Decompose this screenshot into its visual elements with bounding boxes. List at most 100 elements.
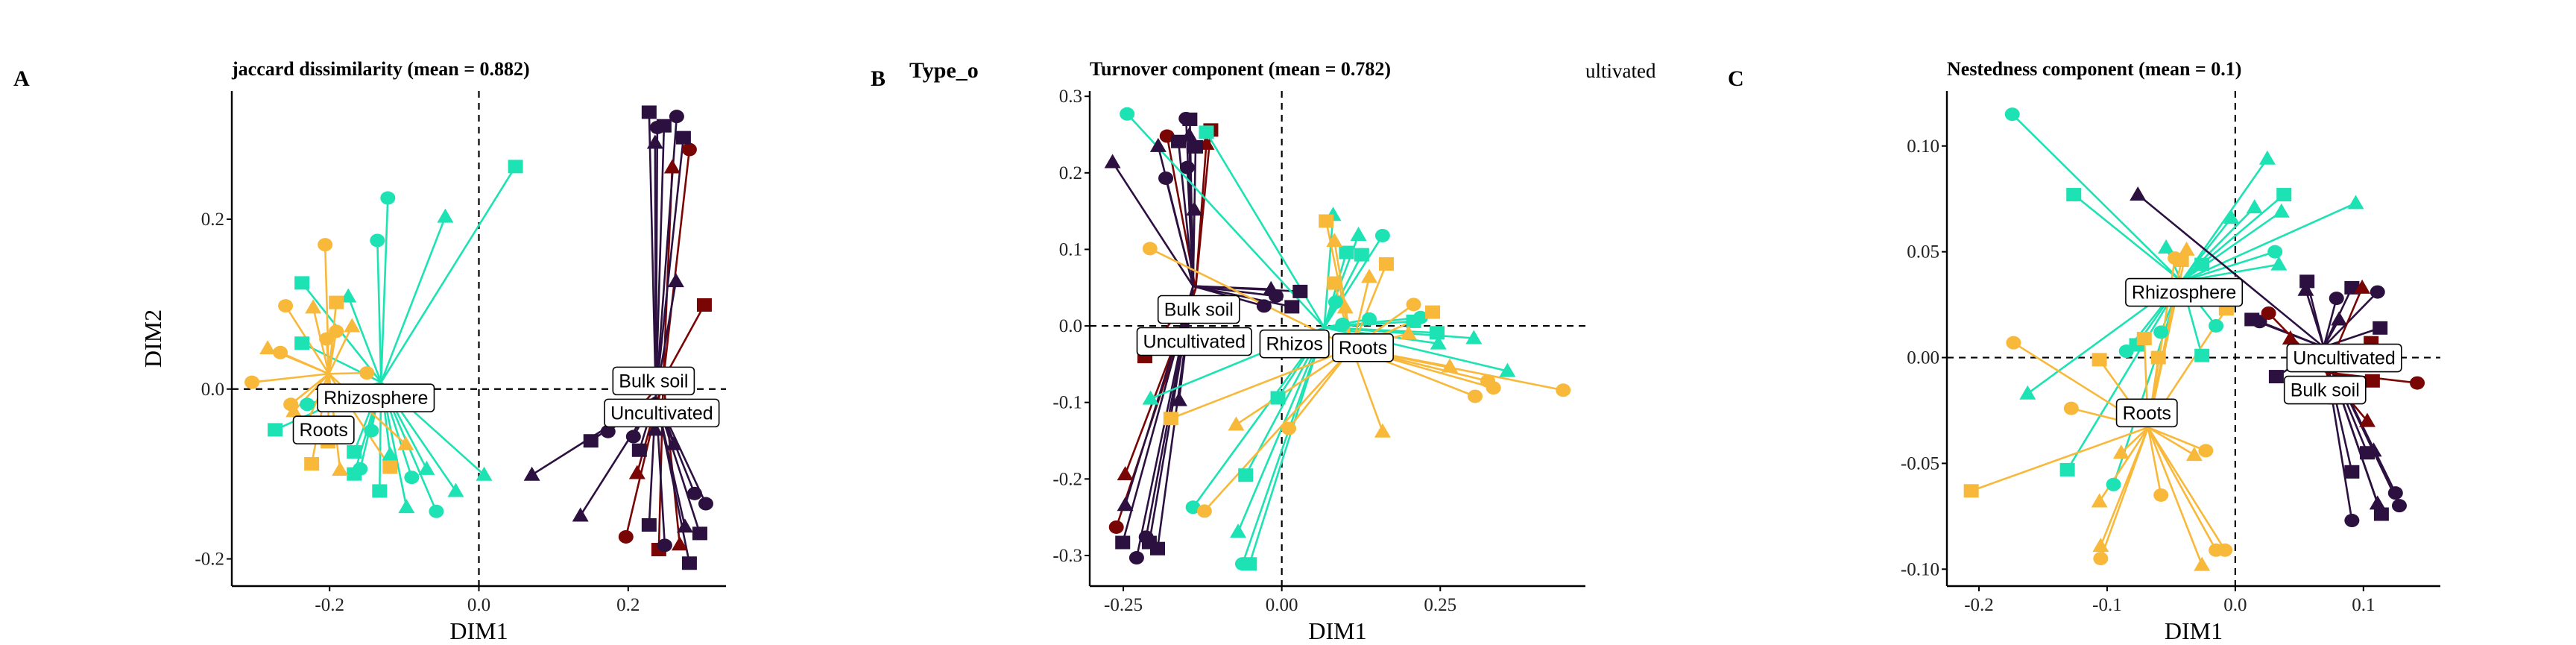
point-triangle: [2282, 330, 2299, 344]
spider-segment: [654, 125, 666, 397]
spider-segment: [1192, 210, 1196, 286]
spider-segment: [2066, 280, 2182, 471]
group-label-box: [2115, 398, 2178, 428]
y-tick-label: -0.2: [195, 550, 224, 570]
group-label-text: Rhizos: [1266, 334, 1322, 355]
x-axis-title: DIM1: [1308, 617, 1366, 644]
point-square: [2276, 188, 2292, 202]
point-triangle: [1374, 423, 1391, 438]
group-label: Roots: [2115, 398, 2178, 428]
point-circle: [244, 375, 260, 389]
point-circle: [1556, 383, 1571, 397]
point-circle: [429, 504, 444, 518]
point-circle: [2217, 543, 2233, 557]
point-square: [1115, 535, 1131, 550]
point-square: [304, 456, 320, 471]
point-circle: [2209, 318, 2224, 333]
group-label: Bulk soil: [612, 366, 695, 396]
x-axis-title: DIM1: [2165, 617, 2223, 644]
group-label-text: Bulk soil: [2291, 380, 2360, 401]
point-square: [329, 295, 344, 309]
point-circle: [2252, 315, 2267, 329]
group-label-text: Uncultivated: [2293, 348, 2396, 369]
group-label-text: Rhizosphere: [323, 388, 428, 409]
point-triangle: [398, 499, 415, 514]
point-triangle: [1465, 330, 1483, 344]
spider-segment: [347, 296, 382, 383]
group-label-box: [1332, 333, 1394, 362]
point-square: [1406, 314, 1421, 328]
x-tick-label: -0.1: [2092, 595, 2122, 615]
spider-segment: [2147, 427, 2162, 496]
point-circle: [319, 332, 335, 346]
spider-segment: [2147, 427, 2195, 456]
group-label-text: Uncultivated: [610, 403, 713, 424]
point-circle: [2391, 499, 2407, 513]
y-tick-label: -0.05: [1901, 453, 1939, 473]
point-square: [641, 105, 657, 119]
point-square: [1378, 257, 1394, 271]
spider-segment: [2137, 194, 2325, 348]
point-square: [631, 443, 647, 457]
point-square: [2268, 370, 2284, 384]
point-square: [1354, 248, 1369, 262]
point-circle: [278, 299, 294, 313]
point-circle: [2387, 486, 2403, 500]
group-label: Rhizosphere: [2125, 277, 2244, 307]
spider-segment: [280, 351, 329, 375]
point-square: [2194, 257, 2210, 271]
point-triangle: [2178, 241, 2195, 256]
point-triangle: [2112, 444, 2130, 459]
group-label-text: Bulk soil: [619, 371, 688, 391]
spider-segment: [1111, 161, 1194, 287]
spider-segment: [251, 372, 329, 383]
point-square: [294, 276, 310, 290]
point-triangle: [2354, 279, 2371, 294]
point-triangle: [2331, 311, 2348, 326]
point-triangle: [1117, 497, 1134, 512]
point-triangle: [2158, 239, 2175, 254]
point-circle: [2004, 107, 2020, 122]
point-triangle: [1117, 466, 1134, 481]
point-square: [347, 467, 362, 481]
point-circle: [364, 424, 379, 438]
point-circle: [1335, 318, 1351, 332]
point-triangle: [523, 466, 540, 481]
point-circle: [1328, 295, 1343, 309]
x-tick-label: -0.25: [1104, 595, 1143, 615]
point-circle: [2329, 292, 2344, 306]
spider-segment: [290, 373, 330, 406]
panel-letter: B: [871, 66, 886, 91]
point-square: [2364, 374, 2380, 388]
spider-segment: [2181, 251, 2276, 283]
point-triangle: [344, 318, 361, 333]
point-triangle: [2246, 199, 2263, 214]
point-square: [508, 160, 523, 174]
point-triangle: [397, 435, 414, 450]
point-triangle: [259, 340, 277, 355]
point-circle: [329, 324, 344, 339]
y-tick-label: 0.3: [1059, 86, 1082, 107]
point-circle: [1128, 551, 1144, 565]
point-triangle: [2223, 210, 2240, 224]
y-tick-label: 0.0: [1059, 316, 1082, 336]
y-tick-label: -0.10: [1901, 559, 1939, 579]
point-triangle: [305, 299, 322, 314]
panel-title: jaccard dissimilarity (mean = 0.882): [231, 58, 530, 80]
spider-segment: [2147, 427, 2226, 551]
panel-b: B Turnover component (mean = 0.782) Bulk s…: [871, 58, 1585, 644]
group-label: Rhizos: [1259, 329, 1330, 359]
point-square: [696, 298, 712, 312]
spider-segment: [2323, 346, 2383, 515]
point-triangle: [2273, 203, 2290, 218]
point-square: [1149, 541, 1165, 556]
group-label-text: Bulk soil: [1164, 299, 1234, 320]
y-tick-label: 0.10: [1907, 136, 1939, 157]
group-label-box: [604, 398, 720, 428]
spider-segment: [1248, 327, 1325, 564]
point-square: [2299, 274, 2315, 289]
group-label-text: Roots: [300, 420, 348, 441]
point-square: [1182, 112, 1198, 126]
point-square: [1292, 284, 1308, 298]
